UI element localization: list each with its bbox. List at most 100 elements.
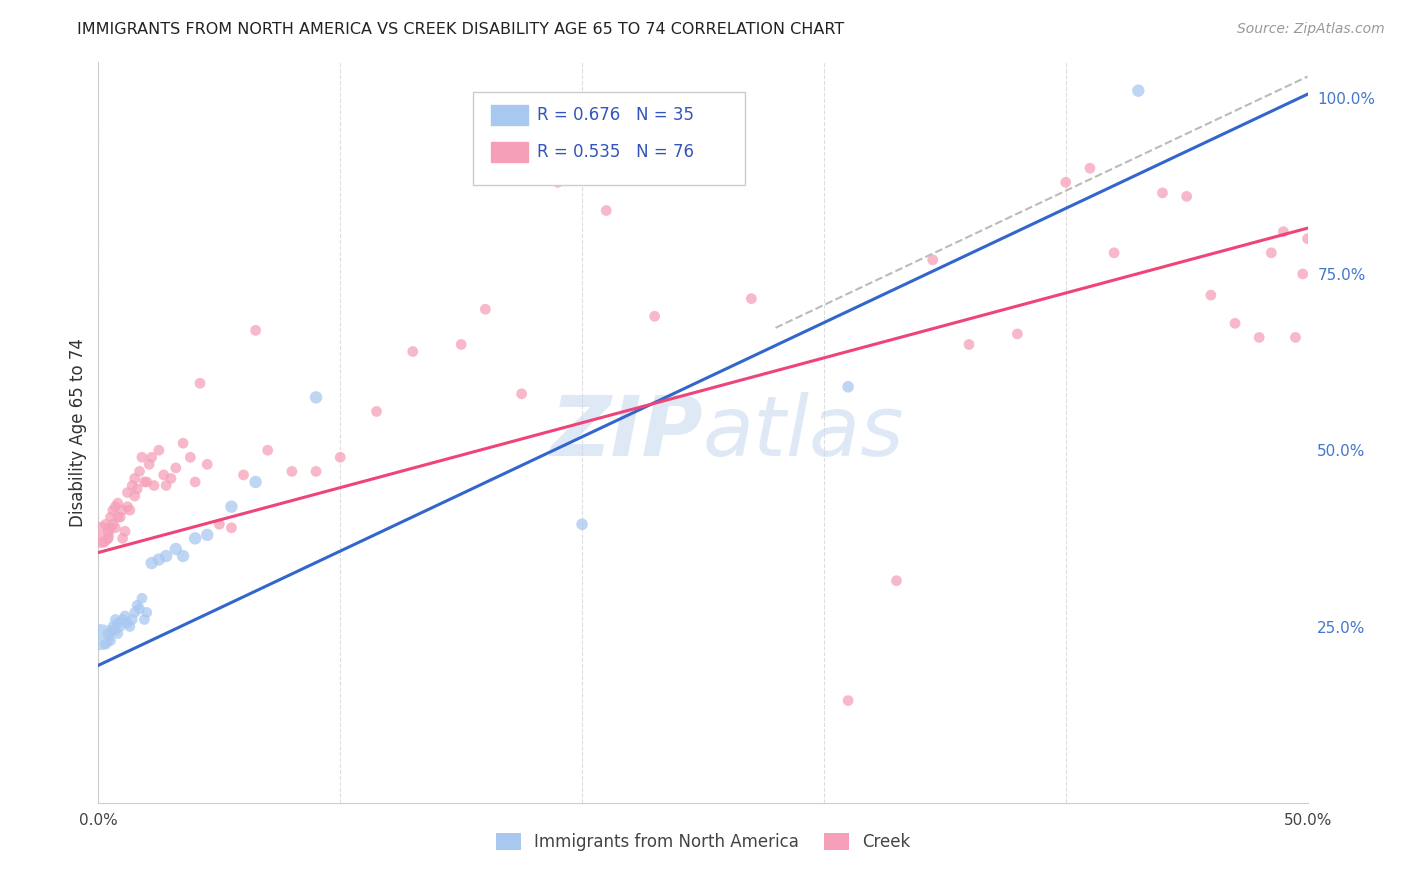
Point <box>117 615 139 630</box>
Point <box>135 475 157 489</box>
Point <box>1199 288 1222 302</box>
Point <box>108 510 131 524</box>
Point <box>90 528 112 542</box>
Point <box>221 521 243 535</box>
Point <box>117 485 139 500</box>
Point <box>921 252 943 267</box>
Point <box>740 292 762 306</box>
Point <box>165 541 187 556</box>
Point <box>148 552 170 566</box>
Point <box>121 612 143 626</box>
Point <box>1272 225 1295 239</box>
Point <box>1296 232 1319 246</box>
Point <box>91 535 114 549</box>
Point <box>1284 330 1306 344</box>
Point <box>305 390 328 404</box>
Point <box>1292 267 1315 281</box>
Point <box>134 612 156 626</box>
Point <box>1102 245 1125 260</box>
Point <box>107 615 129 630</box>
Point <box>148 443 170 458</box>
Point <box>281 464 304 478</box>
Point <box>305 464 328 478</box>
Point <box>1128 84 1150 98</box>
Point <box>128 602 150 616</box>
Text: Source: ZipAtlas.com: Source: ZipAtlas.com <box>1237 22 1385 37</box>
Point <box>402 344 425 359</box>
Point <box>97 532 120 546</box>
Text: IMMIGRANTS FROM NORTH AMERICA VS CREEK DISABILITY AGE 65 TO 74 CORRELATION CHART: IMMIGRANTS FROM NORTH AMERICA VS CREEK D… <box>77 22 845 37</box>
Text: ZIP: ZIP <box>550 392 703 473</box>
Bar <box>492 142 527 162</box>
Point <box>94 637 117 651</box>
Point <box>195 528 218 542</box>
Point <box>195 458 218 472</box>
Point <box>595 203 617 218</box>
Point <box>138 458 160 472</box>
Point <box>232 467 254 482</box>
Point <box>141 556 163 570</box>
Point <box>1249 330 1271 344</box>
Point <box>165 461 187 475</box>
Point <box>104 521 127 535</box>
Point <box>108 619 131 633</box>
Point <box>101 619 124 633</box>
Point <box>184 532 207 546</box>
Point <box>172 436 194 450</box>
Point <box>111 503 134 517</box>
Point <box>107 626 129 640</box>
Y-axis label: Disability Age 65 to 74: Disability Age 65 to 74 <box>69 338 87 527</box>
Point <box>143 478 166 492</box>
Point <box>1223 316 1246 330</box>
Point <box>124 606 146 620</box>
Point <box>131 450 153 465</box>
Point <box>510 387 533 401</box>
Point <box>245 475 267 489</box>
Point <box>188 376 211 391</box>
Point <box>155 478 177 492</box>
Point <box>118 503 141 517</box>
Point <box>256 443 278 458</box>
Point <box>104 612 127 626</box>
Point <box>124 489 146 503</box>
Point <box>114 524 136 539</box>
Point <box>184 475 207 489</box>
Point <box>245 323 267 337</box>
Point <box>97 626 120 640</box>
Bar <box>492 104 527 126</box>
Point <box>1260 245 1282 260</box>
Text: atlas: atlas <box>703 392 904 473</box>
Point <box>107 496 129 510</box>
Text: R = 0.535   N = 76: R = 0.535 N = 76 <box>537 143 695 161</box>
Point <box>101 623 124 637</box>
Point <box>221 500 243 514</box>
Point <box>90 630 112 644</box>
Point <box>100 521 122 535</box>
Point <box>107 510 129 524</box>
Text: R = 0.676   N = 35: R = 0.676 N = 35 <box>537 106 695 124</box>
Point <box>1054 175 1077 189</box>
Point <box>94 517 117 532</box>
Point <box>179 450 201 465</box>
Point <box>111 532 134 546</box>
Point <box>837 380 859 394</box>
Point <box>104 500 127 514</box>
Point <box>141 450 163 465</box>
Point <box>114 609 136 624</box>
Point <box>1152 186 1174 200</box>
Point <box>121 478 143 492</box>
Point <box>117 500 139 514</box>
Point <box>329 450 352 465</box>
Point <box>124 471 146 485</box>
Point <box>160 471 183 485</box>
Point <box>135 606 157 620</box>
Point <box>155 549 177 563</box>
Point <box>101 517 124 532</box>
Point <box>104 623 127 637</box>
Point <box>886 574 908 588</box>
Point <box>1078 161 1101 176</box>
Point <box>547 175 569 189</box>
FancyBboxPatch shape <box>474 92 745 185</box>
Legend: Immigrants from North America, Creek: Immigrants from North America, Creek <box>489 826 917 857</box>
Point <box>474 302 496 317</box>
